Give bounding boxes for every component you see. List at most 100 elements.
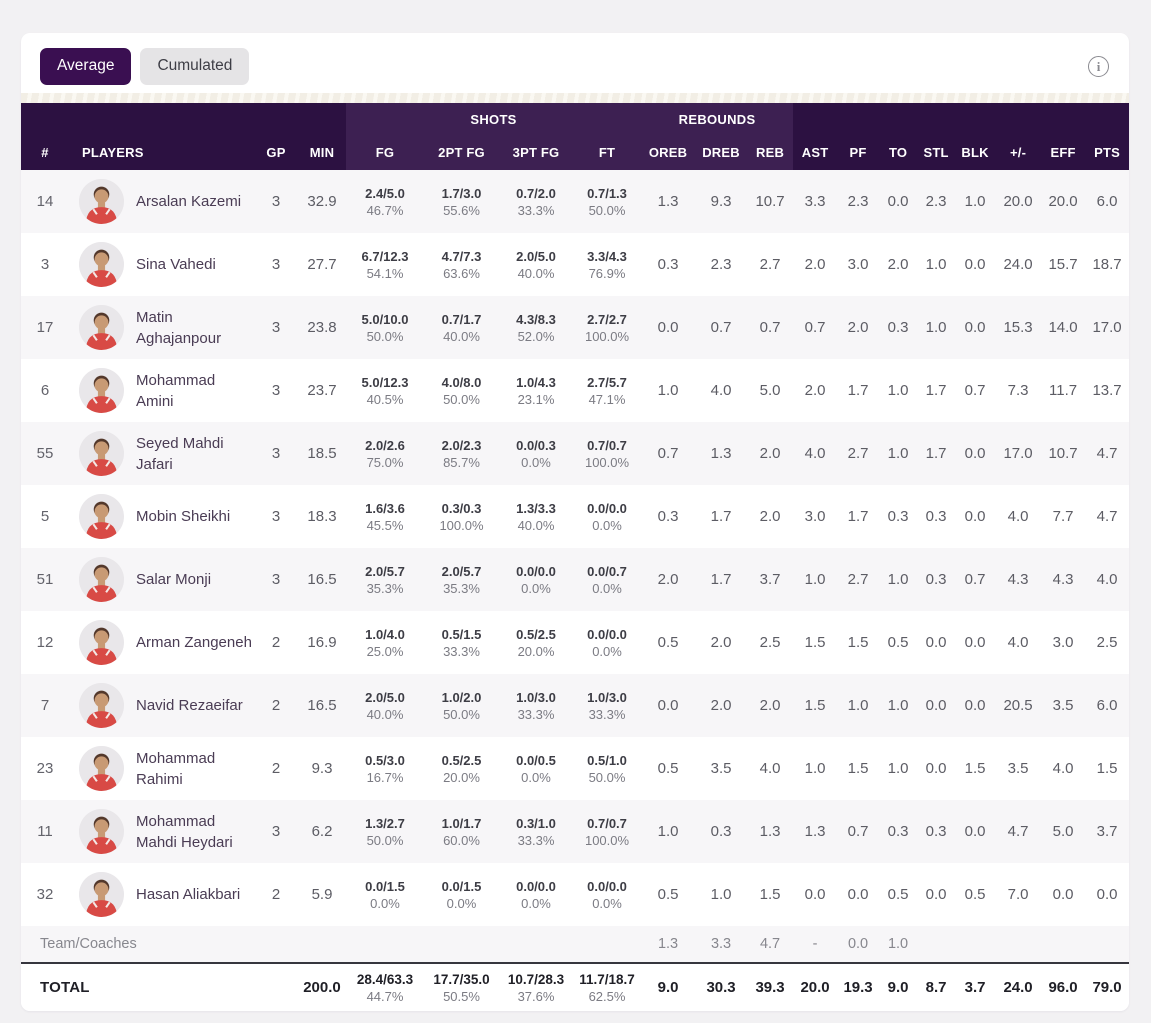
player-name[interactable]: Navid Rezaeifar: [136, 697, 243, 714]
column-header-blk[interactable]: BLK: [955, 135, 996, 170]
column-header-eff[interactable]: EFF: [1041, 135, 1086, 170]
team-coaches-label: Team/Coaches: [21, 926, 642, 963]
player-name[interactable]: Seyed Mahdi Jafari: [136, 434, 224, 473]
stat-plusminus: 4.0: [995, 611, 1042, 674]
player-name[interactable]: Mohammad Rahimi: [136, 749, 216, 788]
stat-blk: 0.0: [955, 611, 996, 674]
column-header-pf[interactable]: PF: [837, 135, 880, 170]
column-header-pts[interactable]: PTS: [1085, 135, 1129, 170]
table-row[interactable]: 5 Mobin Sheikhi 3 18.3 1.6/3.6 45.5%: [21, 485, 1129, 548]
tc-dreb: 3.3: [695, 926, 748, 963]
table-row[interactable]: 3 Sina Vahedi 3 27.7 6.7/12.3 54.1%: [21, 233, 1129, 296]
column-header-dreb[interactable]: DREB: [695, 135, 748, 170]
stat-stl: 0.3: [917, 800, 956, 863]
stat-fg: 2.4/5.0 46.7%: [346, 170, 424, 233]
stat-2ptfg: 1.7/3.0 55.6%: [424, 170, 499, 233]
player-name[interactable]: Arman Zangeneh: [136, 634, 252, 651]
stat-eff: 15.7: [1041, 233, 1086, 296]
stat-oreb: 1.0: [641, 359, 696, 422]
table-row[interactable]: 12 Arman Zangeneh 2 16.9 1.0/4.0 25.0%: [21, 611, 1129, 674]
table-row[interactable]: 23 Mohammad Rahimi 2 9.3 0.5/3.0 16.7%: [21, 737, 1129, 800]
stat-pf: 0.0: [837, 863, 880, 926]
stat-reb: 2.7: [747, 233, 794, 296]
stat-stl: 2.3: [917, 170, 956, 233]
stat-2ptfg: 0.5/1.5 33.3%: [424, 611, 499, 674]
stat-stl: 1.7: [917, 422, 956, 485]
info-icon[interactable]: i: [1088, 56, 1109, 77]
column-header-ast[interactable]: AST: [793, 135, 838, 170]
column-header-number[interactable]: #: [21, 135, 69, 170]
column-header-oreb[interactable]: OREB: [641, 135, 696, 170]
stat-fg: 1.3/2.7 50.0%: [346, 800, 424, 863]
table-row[interactable]: 11 Mohammad Mahdi Heydari 3 6.2 1.3/2.: [21, 800, 1129, 863]
column-header-stl[interactable]: STL: [917, 135, 956, 170]
stat-pf: 2.3: [837, 170, 880, 233]
summary-rows: Team/Coaches 1.3 3.3 4.7 - 0.0 1.0 TOTAL…: [21, 926, 1129, 1011]
total-to: 9.0: [879, 962, 918, 1011]
player-name[interactable]: Mohammad Mahdi Heydari: [136, 812, 233, 851]
stat-2ptfg: 1.0/1.7 60.0%: [424, 800, 499, 863]
stat-pts: 4.7: [1085, 485, 1129, 548]
player-name[interactable]: Mohammad Amini: [136, 371, 216, 410]
table-row[interactable]: 14 Arsalan Kazemi 3 32.9 2.4/5.0 46.7%: [21, 170, 1129, 233]
table-row[interactable]: 7 Navid Rezaeifar 2 16.5 2.0/5.0 40.0%: [21, 674, 1129, 737]
stat-dreb: 9.3: [695, 170, 748, 233]
cumulated-button[interactable]: Cumulated: [140, 48, 250, 85]
stat-pts: 3.7: [1085, 800, 1129, 863]
stat-blk: 0.0: [955, 674, 996, 737]
stat-3ptfg: 0.0/0.0 0.0%: [499, 548, 573, 611]
stat-eff: 4.3: [1041, 548, 1086, 611]
player-name[interactable]: Matin Aghajanpour: [136, 308, 222, 347]
stat-to: 1.0: [879, 548, 918, 611]
stat-3ptfg: 0.0/0.0 0.0%: [499, 863, 573, 926]
player-name[interactable]: Mobin Sheikhi: [136, 508, 231, 525]
stat-to: 1.0: [879, 674, 918, 737]
stat-gp: 3: [254, 170, 298, 233]
stat-eff: 5.0: [1041, 800, 1086, 863]
stat-eff: 3.5: [1041, 674, 1086, 737]
table-row[interactable]: 51 Salar Monji 3 16.5 2.0/5.7 35.3%: [21, 548, 1129, 611]
player-name[interactable]: Salar Monji: [136, 571, 212, 588]
stat-ast: 1.5: [793, 674, 838, 737]
stat-ft: 2.7/5.7 47.1%: [573, 359, 642, 422]
stat-pts: 4.0: [1085, 548, 1129, 611]
table-row[interactable]: 17 Matin Aghajanpour 3 23.8 5.0/10.0 50: [21, 296, 1129, 359]
column-header-min[interactable]: MIN: [298, 135, 346, 170]
average-button[interactable]: Average: [40, 48, 132, 85]
column-header-reb[interactable]: REB: [747, 135, 794, 170]
player-avatar: [79, 620, 124, 665]
stat-reb: 0.7: [747, 296, 794, 359]
table-row[interactable]: 32 Hasan Aliakbari 2 5.9 0.0/1.5 0.0%: [21, 863, 1129, 926]
stat-2ptfg: 0.0/1.5 0.0%: [424, 863, 499, 926]
player-name[interactable]: Arsalan Kazemi: [136, 193, 242, 210]
player-name[interactable]: Hasan Aliakbari: [136, 886, 241, 903]
stat-gp: 2: [254, 863, 298, 926]
player-name[interactable]: Sina Vahedi: [136, 256, 216, 273]
total-dreb: 30.3: [695, 962, 748, 1011]
table-row[interactable]: 55 Seyed Mahdi Jafari 3 18.5 2.0/2.6 75: [21, 422, 1129, 485]
player-avatar: [79, 872, 124, 917]
jersey-number: 55: [21, 422, 69, 485]
column-header-gp[interactable]: GP: [254, 135, 298, 170]
stat-gp: 3: [254, 485, 298, 548]
total-ft: 11.7/18.7 62.5%: [573, 962, 642, 1011]
column-header-ft[interactable]: FT: [573, 135, 642, 170]
stat-pts: 6.0: [1085, 674, 1129, 737]
column-header-fg[interactable]: FG: [346, 135, 424, 170]
column-header-players[interactable]: PLAYERS: [69, 135, 254, 170]
stat-stl: 0.0: [917, 863, 956, 926]
stat-min: 23.7: [298, 359, 346, 422]
stat-blk: 0.0: [955, 296, 996, 359]
stat-reb: 2.0: [747, 674, 794, 737]
stat-plusminus: 20.5: [995, 674, 1042, 737]
column-header-2ptfg[interactable]: 2PT FG: [424, 135, 499, 170]
column-header-to[interactable]: TO: [879, 135, 918, 170]
total-fg: 28.4/63.3 44.7%: [346, 962, 424, 1011]
column-header-3ptfg[interactable]: 3PT FG: [499, 135, 573, 170]
stat-oreb: 0.3: [641, 485, 696, 548]
column-header-plusminus[interactable]: +/-: [995, 135, 1042, 170]
stat-gp: 2: [254, 674, 298, 737]
table-row[interactable]: 6 Mohammad Amini 3 23.7 5.0/12.3 40.5%: [21, 359, 1129, 422]
total-eff: 96.0: [1041, 962, 1086, 1011]
stat-3ptfg: 0.5/2.5 20.0%: [499, 611, 573, 674]
